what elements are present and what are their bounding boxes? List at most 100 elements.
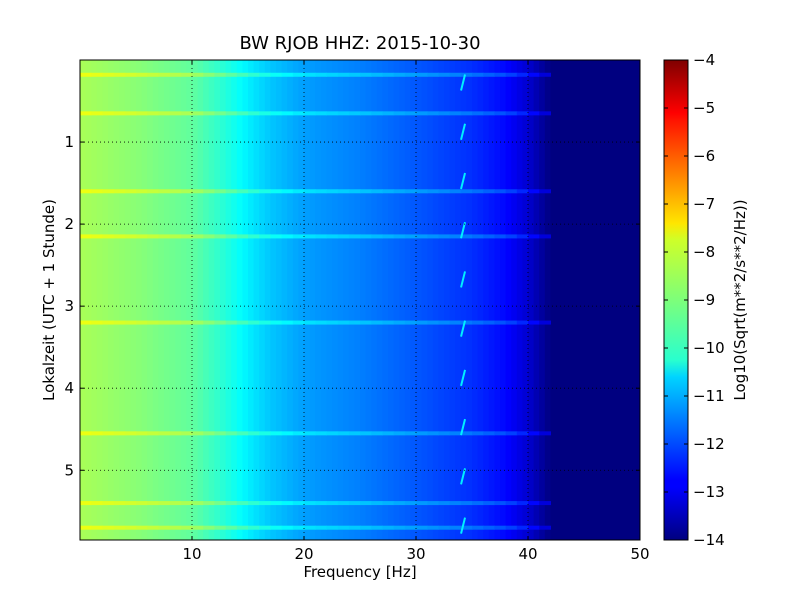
bright-band: [169, 525, 182, 530]
bright-band: [505, 72, 518, 77]
bright-band: [483, 234, 495, 239]
bright-band: [281, 525, 294, 530]
bright-band: [292, 525, 305, 530]
bright-band: [169, 501, 182, 506]
bright-band: [337, 501, 350, 506]
bright-band: [539, 525, 551, 530]
bright-band: [427, 501, 439, 506]
bright-band: [404, 525, 417, 530]
bright-band: [236, 234, 249, 239]
bright-band: [80, 525, 92, 530]
bright-band: [528, 189, 540, 194]
bright-band: [393, 525, 406, 530]
tone-mark: [460, 221, 467, 239]
bright-band: [427, 234, 439, 239]
bright-band: [214, 189, 227, 194]
bright-band: [483, 72, 495, 77]
spectrogram-column: [80, 60, 87, 540]
bright-band: [158, 234, 171, 239]
spectrogram-column: [449, 60, 456, 540]
bright-band: [472, 431, 484, 436]
bright-band: [393, 72, 406, 77]
bright-band: [281, 72, 294, 77]
bright-band: [438, 234, 451, 239]
bright-band: [270, 525, 283, 530]
bright-band: [214, 501, 227, 506]
bright-band: [102, 525, 115, 530]
bright-band: [236, 431, 249, 436]
bright-band: [404, 320, 417, 325]
bright-band: [315, 525, 327, 530]
bright-band: [371, 111, 383, 116]
bright-band: [539, 234, 551, 239]
bright-band: [460, 525, 473, 530]
spectrogram-column: [533, 60, 540, 540]
bright-band: [292, 431, 305, 436]
bright-band: [348, 234, 361, 239]
spectrogram-column: [130, 60, 137, 540]
bright-band: [449, 111, 462, 116]
bright-band: [124, 431, 137, 436]
spectrogram-column: [617, 60, 624, 540]
bright-band: [292, 111, 305, 116]
bright-band: [248, 431, 260, 436]
bright-band: [494, 111, 507, 116]
spectrogram-column: [175, 60, 182, 540]
bright-band: [494, 234, 507, 239]
bright-band: [505, 431, 518, 436]
bright-band: [124, 525, 137, 530]
x-tick-label: 20: [294, 545, 313, 563]
bright-band: [225, 431, 238, 436]
bright-band: [259, 189, 271, 194]
spectrogram-column: [203, 60, 210, 540]
y-tick-label: 3: [64, 297, 74, 315]
spectrogram-column: [292, 60, 299, 540]
bright-band: [80, 234, 92, 239]
bright-band: [427, 525, 439, 530]
bright-band: [472, 501, 484, 506]
x-tick-label: 50: [630, 545, 649, 563]
bright-band: [404, 72, 417, 77]
bright-band: [91, 320, 103, 325]
bright-band: [169, 189, 182, 194]
bright-band: [304, 525, 316, 530]
x-tick-label: 30: [406, 545, 425, 563]
bright-band: [416, 234, 428, 239]
spectrogram-column: [628, 60, 635, 540]
spectrogram-bands: [80, 72, 551, 530]
spectrogram-column: [298, 60, 305, 540]
colorbar-tick-label: −8: [693, 243, 715, 261]
spectrogram-column: [472, 60, 479, 540]
bright-band: [315, 72, 327, 77]
spectrogram-column: [466, 60, 473, 540]
spectrogram-column: [281, 60, 288, 540]
bright-band: [248, 189, 260, 194]
spectrogram-column: [589, 60, 596, 540]
bright-band: [326, 72, 339, 77]
bright-band: [348, 320, 361, 325]
bright-band: [214, 111, 227, 116]
bright-band: [214, 320, 227, 325]
colorbar-ticks: −4 −5 −6 −7 −8 −9 −10 −11 −12 −13 −14: [664, 51, 725, 549]
bright-band: [236, 320, 249, 325]
bright-band: [102, 189, 115, 194]
bright-band: [236, 72, 249, 77]
spectrogram-column: [606, 60, 613, 540]
bright-band: [326, 525, 339, 530]
bright-band: [192, 72, 204, 77]
spectrogram-column: [270, 60, 277, 540]
bright-band: [393, 189, 406, 194]
bright-band: [393, 320, 406, 325]
bright-band: [113, 72, 126, 77]
spectrogram-column: [410, 60, 417, 540]
spectrogram-column: [477, 60, 484, 540]
bright-band: [203, 501, 215, 506]
spectrogram-column: [416, 60, 423, 540]
bright-band: [102, 72, 115, 77]
bright-band: [147, 234, 159, 239]
spectrogram-column: [259, 60, 266, 540]
bright-band: [360, 111, 372, 116]
bright-band: [113, 501, 126, 506]
bright-band: [259, 525, 271, 530]
